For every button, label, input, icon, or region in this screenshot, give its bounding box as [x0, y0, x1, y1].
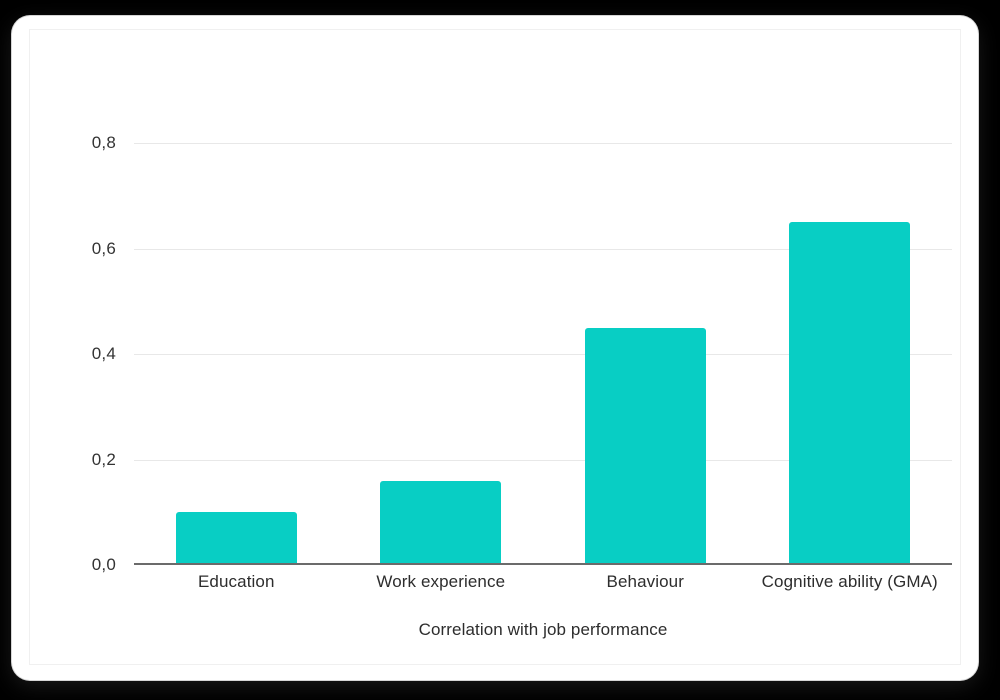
- gridline: [134, 248, 952, 250]
- y-tick-label: 0,2: [91, 449, 116, 469]
- chart-panel: 0,0 0,2 0,4 0,6 0,8 Education Work experience…: [30, 30, 960, 664]
- bar[interactable]: [584, 327, 706, 565]
- x-axis: Education Work experience Behaviour Cogniti…: [134, 572, 952, 598]
- gridline: [134, 459, 952, 461]
- gridline: [134, 143, 952, 144]
- x-tick-label: Work experience: [376, 572, 506, 591]
- x-axis-line: [134, 563, 952, 565]
- bar[interactable]: [380, 480, 502, 565]
- y-tick-label: 0,4: [91, 344, 116, 363]
- bar[interactable]: [789, 222, 911, 565]
- x-tick-label: Behaviour: [606, 572, 684, 591]
- x-tick-label: Cognitive ability (GMA): [761, 572, 938, 591]
- x-axis-title: Correlation with job performance: [418, 620, 668, 639]
- y-tick-label: 0,0: [91, 555, 116, 574]
- gridline: [134, 354, 952, 355]
- y-tick-label: 0,6: [91, 238, 116, 258]
- chart-card: 0,0 0,2 0,4 0,6 0,8 Education Work experience…: [12, 16, 978, 680]
- bars: [134, 143, 952, 565]
- bar[interactable]: [175, 512, 297, 565]
- plot-area: [134, 143, 952, 565]
- x-tick-label: Education: [197, 572, 275, 591]
- y-tick-label: 0,8: [91, 133, 116, 152]
- y-axis: 0,0 0,2 0,4 0,6 0,8: [30, 30, 134, 664]
